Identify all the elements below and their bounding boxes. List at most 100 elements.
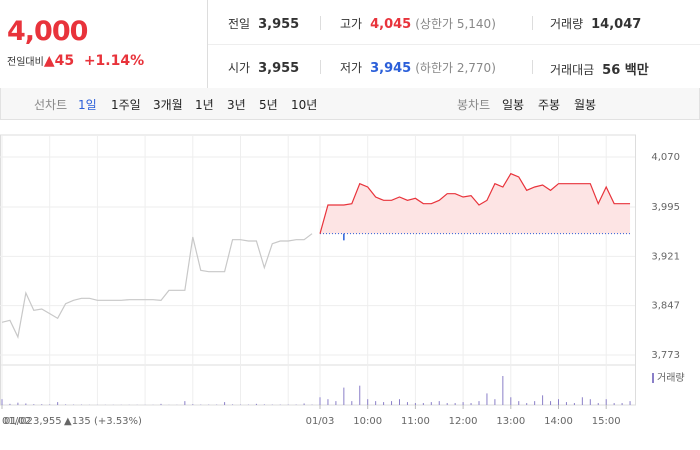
- header: 4,000 전일대비▲45 +1.14% 전일 3,955 고가 4,045 (상한가 …: [0, 0, 700, 89]
- x-tick-label: 01/03: [306, 416, 335, 427]
- volume-bar: [486, 393, 488, 405]
- chart: 4,070 3,995 3,921 3,847 3,773 01/02 01/03 10:00…: [0, 134, 685, 427]
- volume-bar: [184, 401, 186, 405]
- volume-bar: [41, 404, 43, 405]
- price-box: 4,000 전일대비▲45 +1.14%: [0, 0, 208, 88]
- volume-bar: [581, 397, 583, 405]
- stat: 고가 4,045 (상한가 5,140): [340, 15, 496, 32]
- footer-date: 01/02: [4, 416, 33, 427]
- candle-tab[interactable]: 월봉: [574, 98, 597, 112]
- volume-bar: [510, 397, 512, 405]
- volume-bar: [629, 401, 631, 405]
- plot-frame: [0, 134, 636, 406]
- volume-bar: [255, 403, 257, 405]
- volume-bar: [391, 401, 393, 405]
- stat-value: 3,955: [258, 61, 300, 76]
- stat: 거래대금 56 백만: [550, 59, 649, 78]
- stat-value: 4,045: [370, 17, 412, 32]
- legend-swatch: [652, 373, 654, 383]
- y-tick-label: 3,773: [651, 350, 680, 361]
- volume-bar: [494, 399, 496, 405]
- stat-value: 3,945: [370, 61, 412, 76]
- line-tab[interactable]: 5년: [259, 98, 278, 112]
- y-tick-label: 3,847: [651, 301, 680, 312]
- volume-bar: [430, 402, 432, 405]
- x-tick-label: 11:00: [401, 416, 430, 427]
- volume-bar: [589, 399, 591, 405]
- volume-bar: [1, 399, 3, 405]
- footer-pct: (+3.53%): [94, 416, 142, 427]
- volume-bar: [422, 403, 424, 405]
- change-value: ▲45: [43, 53, 75, 69]
- stat-label: 전일: [228, 17, 251, 31]
- volume-bar: [383, 402, 385, 405]
- stat-value: 56 백만: [602, 63, 649, 78]
- volume-bar: [65, 404, 67, 405]
- volume-bar: [9, 403, 11, 405]
- stat-note: (상한가 5,140): [415, 17, 496, 31]
- volume-bar: [327, 399, 329, 405]
- volume-bar: [335, 401, 337, 405]
- stat: 거래량 14,047: [550, 15, 641, 32]
- volume-bar: [25, 403, 27, 405]
- volume-bar: [462, 402, 464, 405]
- stat-label: 저가: [340, 61, 363, 75]
- volume-bar: [518, 401, 520, 405]
- x-tick-label: 13:00: [496, 416, 525, 427]
- sep: [320, 60, 321, 74]
- change-label: 전일대비: [7, 57, 44, 68]
- volume-bar: [399, 399, 400, 405]
- x-tick-label: 01/02: [2, 416, 31, 427]
- volume-bar: [319, 397, 321, 405]
- volume-bar: [605, 399, 607, 405]
- price-line: [1, 233, 313, 339]
- volume-bar: [550, 401, 552, 405]
- volume-bar: [542, 395, 544, 405]
- volume-bar: [224, 402, 226, 405]
- stat-label: 거래대금: [550, 63, 595, 77]
- current-price: 4,000: [7, 16, 88, 47]
- line-tab[interactable]: 1주일: [111, 98, 141, 112]
- volume-bar: [17, 402, 19, 405]
- change: 전일대비▲45 +1.14%: [7, 53, 144, 69]
- stat-label: 거래량: [550, 17, 584, 31]
- x-tick-label: 14:00: [544, 416, 573, 427]
- line-tab[interactable]: 3개월: [153, 98, 183, 112]
- line-tab[interactable]: 3년: [227, 98, 246, 112]
- area-fill: [320, 173, 631, 234]
- candle-tab[interactable]: 일봉: [502, 98, 525, 112]
- volume-bar: [359, 385, 361, 405]
- tab-group-label: 봉차트: [457, 98, 491, 112]
- stat-value: 3,955: [258, 17, 300, 32]
- stat-label: 시가: [228, 61, 251, 75]
- stat-value: 14,047: [591, 17, 642, 32]
- volume-bar: [57, 402, 59, 405]
- y-tick-label: 4,070: [651, 152, 680, 163]
- volume-bar: [49, 404, 51, 405]
- volume-bar: [621, 403, 623, 405]
- line-tab[interactable]: 1일: [78, 98, 97, 112]
- y-tick-label: 3,995: [651, 202, 680, 213]
- volume-bar: [414, 403, 416, 405]
- volume-bar: [534, 401, 536, 405]
- volume-bar: [33, 404, 35, 405]
- candle-tab[interactable]: 주봉: [538, 98, 561, 112]
- volume-bar: [375, 401, 377, 405]
- sep: [320, 16, 321, 30]
- stat: 전일 3,955: [228, 15, 299, 32]
- stat: 저가 3,945 (하한가 2,770): [340, 59, 496, 76]
- volume-bar: [526, 403, 528, 405]
- volume-bar: [573, 403, 575, 405]
- stat-note: (하한가 2,770): [415, 61, 496, 75]
- volume-bar: [406, 402, 408, 405]
- volume-bar: [263, 404, 265, 405]
- sep: [532, 60, 533, 74]
- change-pct: +1.14%: [83, 53, 145, 69]
- line-tab[interactable]: 1년: [195, 98, 214, 112]
- line-tab[interactable]: 10년: [291, 98, 318, 112]
- volume-bar: [160, 403, 162, 405]
- volume-bar: [454, 403, 456, 405]
- footer-price: 3,955: [33, 416, 62, 427]
- volume-bar: [613, 403, 615, 405]
